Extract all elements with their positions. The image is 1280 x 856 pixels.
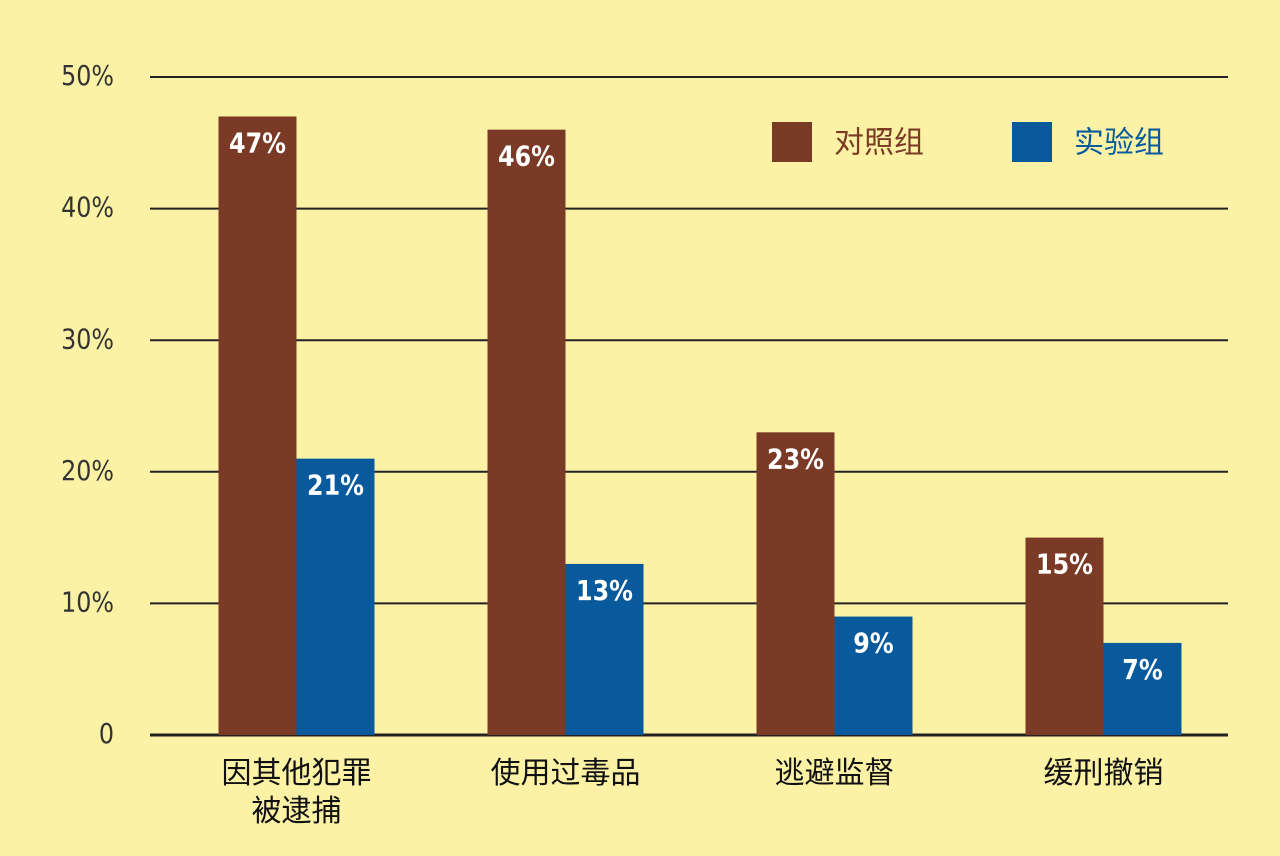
value-label: 9% <box>853 628 893 660</box>
value-label: 47% <box>229 128 286 160</box>
x-tick-label: 逃避监督 <box>774 756 895 791</box>
y-tick-label: 10% <box>61 587 114 619</box>
value-label: 7% <box>1122 654 1162 686</box>
legend-swatch <box>772 122 812 162</box>
legend-swatch <box>1012 122 1052 162</box>
value-label: 23% <box>767 444 824 476</box>
value-label: 13% <box>576 575 633 607</box>
x-tick-label: 因其他犯罪 被逮捕 <box>221 756 372 829</box>
legend-label: 实验组 <box>1074 126 1164 161</box>
bar <box>218 116 297 736</box>
bar <box>487 129 566 735</box>
bar <box>756 432 835 735</box>
y-tick-label: 30% <box>61 323 114 355</box>
bar <box>1103 642 1182 735</box>
bar <box>834 616 913 735</box>
bar <box>1025 537 1104 735</box>
bar <box>296 458 375 735</box>
x-tick-label: 使用过毒品 <box>490 756 641 791</box>
y-tick-label: 50% <box>61 60 114 92</box>
value-label: 46% <box>498 141 555 173</box>
y-tick-label: 40% <box>61 192 114 224</box>
x-tick-label: 缓刑撤销 <box>1043 756 1164 791</box>
bar <box>565 563 644 735</box>
legend-label: 对照组 <box>834 126 924 161</box>
y-tick-label: 20% <box>61 455 114 487</box>
value-label: 15% <box>1036 549 1093 581</box>
value-label: 21% <box>307 470 364 502</box>
y-tick-label: 0 <box>99 718 114 750</box>
